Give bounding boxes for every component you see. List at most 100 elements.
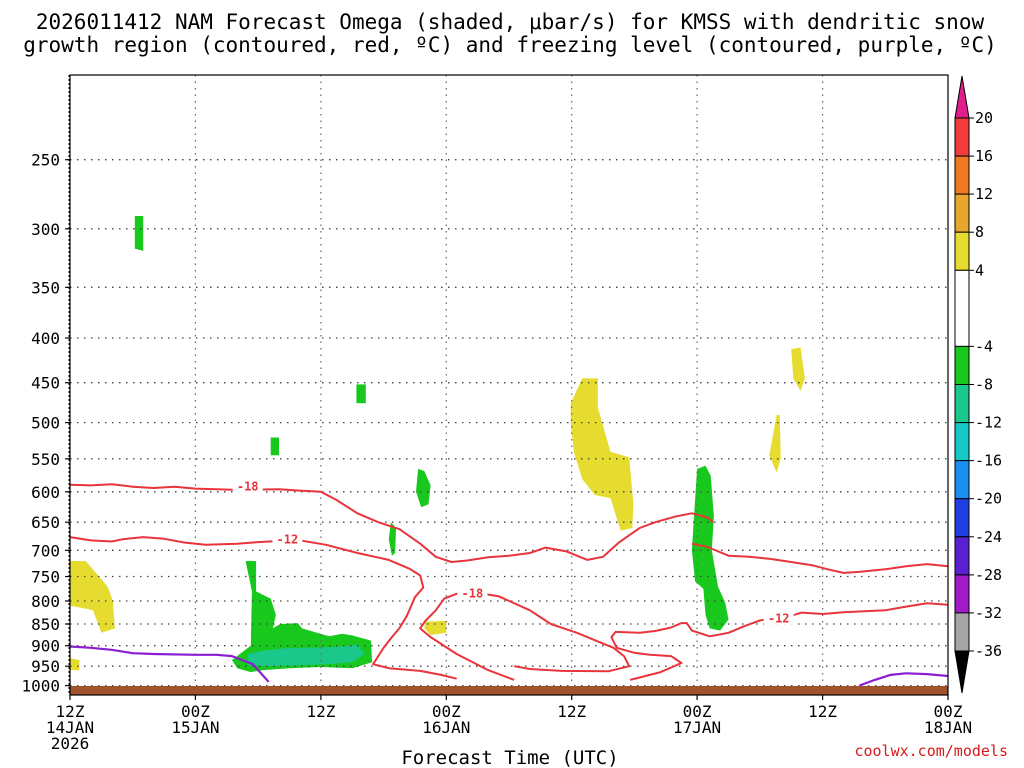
colorbar-band-6	[954, 384, 970, 424]
ytick-label-550: 550	[31, 450, 60, 469]
chart-title-line-2: growth region (contoured, red, ºC) and f…	[23, 33, 997, 57]
xtick-label-h48-1: 12Z	[557, 702, 586, 721]
colorbar-band-10	[954, 536, 970, 576]
colorbar: 20 16 12 8 4 -4 -8 -12 -16 -20 -24 -28 -32 -36	[954, 75, 1002, 694]
omega-cell-3	[270, 437, 279, 456]
xtick-label-h0-2: 14JAN	[46, 718, 94, 737]
colorbar-top-arrow	[954, 75, 970, 119]
colorbar-label-12: -32	[975, 604, 1002, 622]
xtick-label-h84-1: 00Z	[934, 702, 963, 721]
xtick-label-h0-3: 2026	[51, 734, 90, 753]
ytick-label-250: 250	[31, 151, 60, 170]
freezing-level-left	[69, 645, 270, 683]
colorbar-label-9: -20	[975, 490, 1002, 508]
contour-minus18-upper-label-bg	[232, 478, 263, 493]
colorbar-band-4	[954, 269, 970, 347]
xtick-label-h36-1: 00Z	[432, 702, 461, 721]
xtick-label-h12-2: 15JAN	[171, 718, 219, 737]
credit-text: coolwx.com/models	[854, 742, 1008, 760]
x-axis-label: Forecast Time (UTC)	[401, 747, 618, 768]
xtick-label-h84-2: 18JAN	[924, 718, 972, 737]
colorbar-band-8	[954, 460, 970, 500]
colorbar-label-3: 8	[975, 223, 984, 241]
colorbar-bottom-arrow	[954, 650, 970, 694]
ytick-label-850: 850	[31, 615, 60, 634]
colorbar-label-0: 20	[975, 109, 993, 127]
xtick-label-h0-1: 12Z	[56, 702, 85, 721]
colorbar-label-10: -24	[975, 528, 1002, 546]
contour-minus12-upper-right	[691, 542, 949, 574]
xtick-label-h24-1: 12Z	[306, 702, 335, 721]
omega-cell-2	[356, 384, 366, 404]
contour-minus18-lower-label-bg	[457, 585, 488, 600]
ytick-label-800: 800	[31, 592, 60, 611]
omega-shading-layer	[70, 216, 805, 673]
xtick-label-h60-1: 00Z	[683, 702, 712, 721]
colorbar-label-5: -4	[975, 337, 993, 355]
contour-minus18-lower-label: -18	[462, 586, 484, 600]
colorbar-band-2	[954, 193, 970, 233]
contour-minus12-left-label-bg	[272, 531, 303, 546]
colorbar-band-12	[954, 612, 970, 652]
omega-cell-13	[791, 347, 805, 391]
ytick-label-350: 350	[31, 278, 60, 297]
ytick-label-650: 650	[31, 513, 60, 532]
omega-cell-7	[232, 561, 373, 673]
omega-cell-1	[134, 216, 144, 251]
colorbar-band-11	[954, 574, 970, 614]
contour-minus18-upper	[69, 483, 714, 563]
colorbar-band-3	[954, 231, 970, 271]
colorbar-label-13: -36	[975, 642, 1002, 660]
omega-cell-14	[769, 415, 781, 473]
contour-minus12-right-label: -12	[768, 612, 790, 626]
colorbar-label-11: -28	[975, 566, 1002, 584]
colorbar-band-1	[954, 155, 970, 195]
ytick-label-600: 600	[31, 483, 60, 502]
plot-border	[69, 74, 949, 696]
colorbar-band-5	[954, 345, 970, 385]
ytick-label-900: 900	[31, 637, 60, 656]
ground-layer	[70, 686, 948, 695]
omega-cell-4	[416, 469, 431, 508]
ytick-label-500: 500	[31, 414, 60, 433]
xtick-label-h36-2: 16JAN	[422, 718, 470, 737]
omega-cell-8	[247, 644, 365, 667]
colorbar-label-2: 12	[975, 185, 993, 203]
ground-surface	[70, 686, 948, 695]
ytick-label-300: 300	[31, 220, 60, 239]
ytick-label-950: 950	[31, 657, 60, 676]
xtick-label-h72-1: 12Z	[808, 702, 837, 721]
contour-minus18-upper-label: -18	[237, 479, 259, 493]
contour-minus12-left-label: -12	[277, 532, 299, 546]
contour-minus12-left	[69, 536, 457, 680]
omega-cell-11	[570, 378, 634, 531]
colorbar-band-0	[954, 117, 970, 157]
xtick-label-h12-1: 00Z	[181, 702, 210, 721]
omega-cell-10	[70, 658, 80, 671]
omega-cell-12	[424, 620, 447, 635]
ytick-label-700: 700	[31, 541, 60, 560]
ytick-label-750: 750	[31, 568, 60, 587]
colorbar-label-4: 4	[975, 261, 984, 279]
contour-minus18-lower	[419, 592, 631, 681]
contour-minus12-right	[610, 602, 949, 681]
colorbar-label-8: -16	[975, 452, 1002, 470]
colorbar-band-7	[954, 422, 970, 462]
freezing-level-right	[858, 672, 949, 687]
colorbar-band-9	[954, 498, 970, 538]
contour-minus12-right-label-bg	[763, 610, 794, 625]
omega-cell-5	[388, 522, 397, 556]
contour-layer: -18 -12 -18 -12	[69, 478, 949, 687]
plot-frame	[68, 74, 949, 696]
colorbar-label-1: 16	[975, 147, 993, 165]
omega-cell-9	[70, 561, 115, 633]
ytick-label-1000: 1000	[21, 677, 60, 696]
colorbar-label-6: -8	[975, 376, 993, 394]
ytick-label-400: 400	[31, 329, 60, 348]
pressure-axis: 250 300 350 400 450 500 550 600 650 700 750 800 850 9…	[21, 151, 70, 696]
colorbar-label-7: -12	[975, 414, 1002, 432]
xtick-label-h60-2: 17JAN	[673, 718, 721, 737]
chart-title-line-1: 2026011412 NAM Forecast Omega (shaded, μ…	[36, 10, 985, 34]
